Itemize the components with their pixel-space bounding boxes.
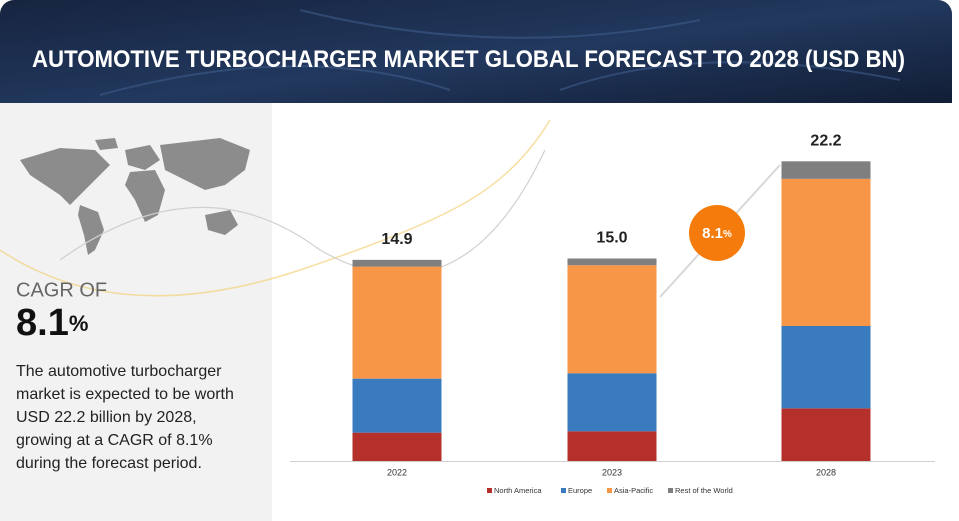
x-tick-label: 2023 xyxy=(602,467,622,477)
cagr-label: CAGR OF xyxy=(16,279,107,301)
bar-segment xyxy=(567,265,657,374)
x-tick-label: 2022 xyxy=(387,467,407,477)
bar-segment xyxy=(781,161,871,179)
legend-swatch xyxy=(561,488,566,493)
title-part: AUTOMOTIVE TURBOCHARGER MARKET xyxy=(32,46,479,73)
description: The automotive turbocharger market is ex… xyxy=(16,363,234,472)
bar-segment xyxy=(352,432,442,461)
total-label: 15.0 xyxy=(596,230,627,247)
cagr-value: 8.1 xyxy=(16,302,69,344)
bar-segment xyxy=(781,178,871,326)
bar-segment xyxy=(352,378,442,433)
badge-unit: % xyxy=(723,229,732,240)
cagr-figure: 8.1% xyxy=(16,302,88,344)
banner-decoration xyxy=(99,9,901,96)
decor-curve xyxy=(0,119,551,297)
cagr-badge-text: 8.1% xyxy=(702,225,732,242)
bar-segment xyxy=(567,258,657,266)
bar-segment xyxy=(781,408,871,461)
legend-label: North America xyxy=(494,486,542,495)
bar-segment xyxy=(781,326,871,409)
cagr-unit: % xyxy=(69,311,89,336)
bar-segment xyxy=(352,259,442,267)
decor-curve xyxy=(59,149,546,276)
total-label: 22.2 xyxy=(810,133,841,150)
legend-label: Rest of the World xyxy=(675,486,733,495)
header-banner xyxy=(0,0,952,116)
total-label: 14.9 xyxy=(381,231,412,248)
legend-swatch xyxy=(487,488,492,493)
header-title: AUTOMOTIVE TURBOCHARGER MARKET GLOBAL FO… xyxy=(32,46,905,73)
cagr-badge xyxy=(689,205,745,261)
legend-swatch xyxy=(668,488,673,493)
legend-label: Europe xyxy=(568,486,592,495)
legend-label: Asia-Pacific xyxy=(614,486,653,495)
badge-value: 8.1 xyxy=(702,225,723,242)
legend-swatch xyxy=(607,488,612,493)
bar-segment xyxy=(352,266,442,379)
world-map xyxy=(20,138,250,255)
bar-segment xyxy=(567,431,657,461)
bar-segment xyxy=(567,373,657,432)
title-part: GLOBAL FORECAST TO 2028 (USD BN) xyxy=(485,46,905,73)
x-tick-label: 2028 xyxy=(816,467,836,477)
